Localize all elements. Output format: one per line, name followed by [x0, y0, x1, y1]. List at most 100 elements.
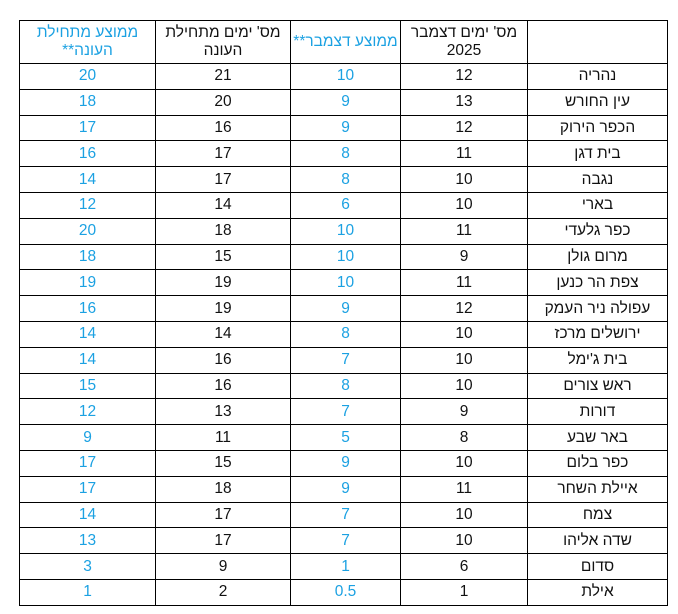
dec-avg-cell: 10 [290, 217, 401, 245]
dec-avg-cell: 9 [290, 449, 401, 477]
dec-days-cell: 6 [400, 553, 528, 580]
season-days-cell: 14 [155, 320, 291, 348]
dec-avg-cell: 8 [290, 372, 401, 400]
season-avg-cell: 17 [19, 114, 156, 142]
dec-avg-cell: 8 [290, 140, 401, 168]
season-avg-cell: 16 [19, 295, 156, 322]
season-avg-cell: 14 [19, 501, 156, 529]
dec-days-cell: 11 [400, 269, 528, 297]
season-avg-cell: 14 [19, 346, 156, 374]
station-cell: ירושלים מרכז [527, 320, 668, 348]
season-days-cell: 18 [155, 475, 291, 503]
season-avg-cell: 19 [19, 269, 156, 297]
station-cell: צפת הר כנען [527, 269, 668, 297]
dec-days-cell: 1 [400, 578, 528, 606]
season-days-cell: 16 [155, 346, 291, 374]
table-row: ירושלים מרכז 10 8 14 14 [19, 320, 668, 348]
season-days-cell: 17 [155, 140, 291, 168]
table-row: בארי 10 6 14 12 [19, 191, 668, 219]
season-avg-cell: 12 [19, 191, 156, 219]
dec-avg-cell: 0.5 [290, 578, 401, 606]
season-days-cell: 9 [155, 553, 291, 580]
dec-days-cell: 9 [400, 398, 528, 426]
station-cell: עפולה ניר העמק [527, 295, 668, 322]
dec-days-cell: 13 [400, 88, 528, 116]
table-row: באר שבע 8 5 11 9 [19, 424, 668, 451]
table-row: בית ג'ימל 10 7 16 14 [19, 346, 668, 374]
season-avg-cell: 20 [19, 63, 156, 90]
table-row: עין החורש 13 9 20 18 [19, 88, 668, 116]
season-days-cell: 19 [155, 269, 291, 297]
dec-days-cell: 12 [400, 114, 528, 142]
rain-days-table: מס' ימים דצמבר 2025 ממוצע דצמבר** מס' ימ… [19, 20, 668, 606]
header-row: מס' ימים דצמבר 2025 ממוצע דצמבר** מס' ימ… [19, 20, 668, 64]
station-cell: ראש צורים [527, 372, 668, 400]
station-cell: בית דגן [527, 140, 668, 168]
dec-days-cell: 10 [400, 501, 528, 529]
dec-days-cell: 12 [400, 295, 528, 322]
table-row: ראש צורים 10 8 16 15 [19, 372, 668, 400]
station-cell: הכפר הירוק [527, 114, 668, 142]
season-days-cell: 16 [155, 114, 291, 142]
dec-avg-cell: 6 [290, 191, 401, 219]
dec-avg-cell: 9 [290, 114, 401, 142]
dec-days-cell: 9 [400, 243, 528, 271]
table-row: דורות 9 7 13 12 [19, 398, 668, 426]
season-days-cell: 20 [155, 88, 291, 116]
season-avg-cell: 14 [19, 166, 156, 193]
table-row: שדה אליהו 10 7 17 13 [19, 527, 668, 555]
season-avg-cell: 14 [19, 320, 156, 348]
dec-days-cell: 10 [400, 449, 528, 477]
header-dec-days: מס' ימים דצמבר 2025 [400, 20, 528, 64]
station-cell: בית ג'ימל [527, 346, 668, 374]
table-row: נגבה 10 8 17 14 [19, 166, 668, 193]
season-avg-cell: 18 [19, 88, 156, 116]
season-avg-cell: 20 [19, 217, 156, 245]
dec-avg-cell: 1 [290, 553, 401, 580]
dec-avg-cell: 8 [290, 320, 401, 348]
table-row: בית דגן 11 8 17 16 [19, 140, 668, 168]
dec-avg-cell: 10 [290, 243, 401, 271]
station-cell: באר שבע [527, 424, 668, 451]
table-row: איילת השחר 11 9 18 17 [19, 475, 668, 503]
station-cell: נהריה [527, 63, 668, 90]
dec-days-cell: 10 [400, 527, 528, 555]
season-avg-cell: 15 [19, 372, 156, 400]
station-cell: דורות [527, 398, 668, 426]
dec-days-cell: 11 [400, 217, 528, 245]
season-days-cell: 21 [155, 63, 291, 90]
station-cell: איילת השחר [527, 475, 668, 503]
dec-avg-cell: 7 [290, 346, 401, 374]
dec-days-cell: 11 [400, 140, 528, 168]
header-season-days: מס' ימים מתחילת העונה [155, 20, 291, 64]
table-row: סדום 6 1 9 3 [19, 553, 668, 580]
table-row: עפולה ניר העמק 12 9 19 16 [19, 295, 668, 322]
dec-days-cell: 10 [400, 166, 528, 193]
dec-avg-cell: 9 [290, 88, 401, 116]
table-row: כפר גלעדי 11 10 18 20 [19, 217, 668, 245]
dec-avg-cell: 5 [290, 424, 401, 451]
dec-avg-cell: 7 [290, 527, 401, 555]
station-cell: כפר גלעדי [527, 217, 668, 245]
dec-avg-cell: 9 [290, 295, 401, 322]
season-avg-cell: 9 [19, 424, 156, 451]
season-days-cell: 13 [155, 398, 291, 426]
header-dec-avg: ממוצע דצמבר** [290, 20, 401, 64]
station-cell: צמח [527, 501, 668, 529]
dec-avg-cell: 10 [290, 63, 401, 90]
table-body: נהריה 12 10 21 20 עין החורש 13 9 20 18 הכפר הירוק 1… [19, 63, 668, 606]
season-days-cell: 14 [155, 191, 291, 219]
season-avg-cell: 12 [19, 398, 156, 426]
season-avg-cell: 17 [19, 449, 156, 477]
table-row: מרום גולן 9 10 15 18 [19, 243, 668, 271]
season-days-cell: 16 [155, 372, 291, 400]
season-avg-cell: 17 [19, 475, 156, 503]
season-days-cell: 15 [155, 243, 291, 271]
season-avg-cell: 13 [19, 527, 156, 555]
station-cell: בארי [527, 191, 668, 219]
dec-avg-cell: 10 [290, 269, 401, 297]
header-station [527, 20, 668, 64]
header-season-avg: ממוצע מתחילת העונה** [19, 20, 156, 64]
dec-avg-cell: 9 [290, 475, 401, 503]
table-row: אילת 1 0.5 2 1 [19, 578, 668, 606]
